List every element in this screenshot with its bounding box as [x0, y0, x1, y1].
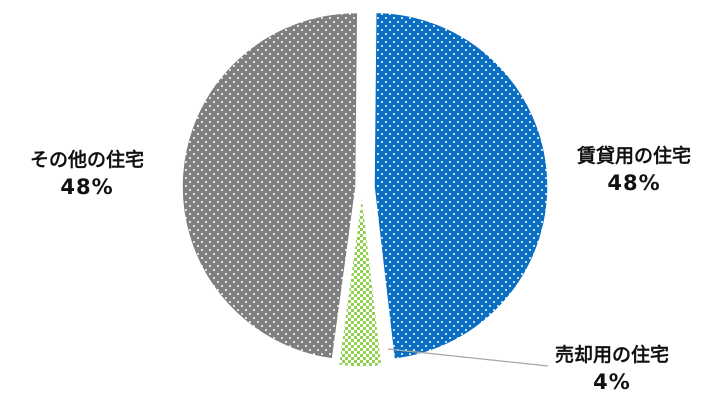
pie-slice-sale — [337, 192, 383, 368]
slice-value-rental: 48% — [607, 171, 661, 195]
slice-value-other: 48% — [60, 175, 114, 199]
pie-slice-rental — [373, 11, 549, 361]
slice-label-other: その他の住宅 48% — [4, 147, 170, 201]
leader-line-sale — [387, 348, 549, 367]
slice-label-sale: 売却用の住宅 4% — [527, 342, 697, 396]
slice-name-rental: 賃貸用の住宅 — [576, 145, 691, 167]
slice-label-rental: 賃貸用の住宅 48% — [551, 143, 717, 197]
slice-name-sale: 売却用の住宅 — [554, 344, 669, 366]
pie-slice-other — [181, 11, 359, 360]
slice-value-sale: 4% — [593, 370, 631, 394]
slice-name-other: その他の住宅 — [29, 149, 144, 171]
